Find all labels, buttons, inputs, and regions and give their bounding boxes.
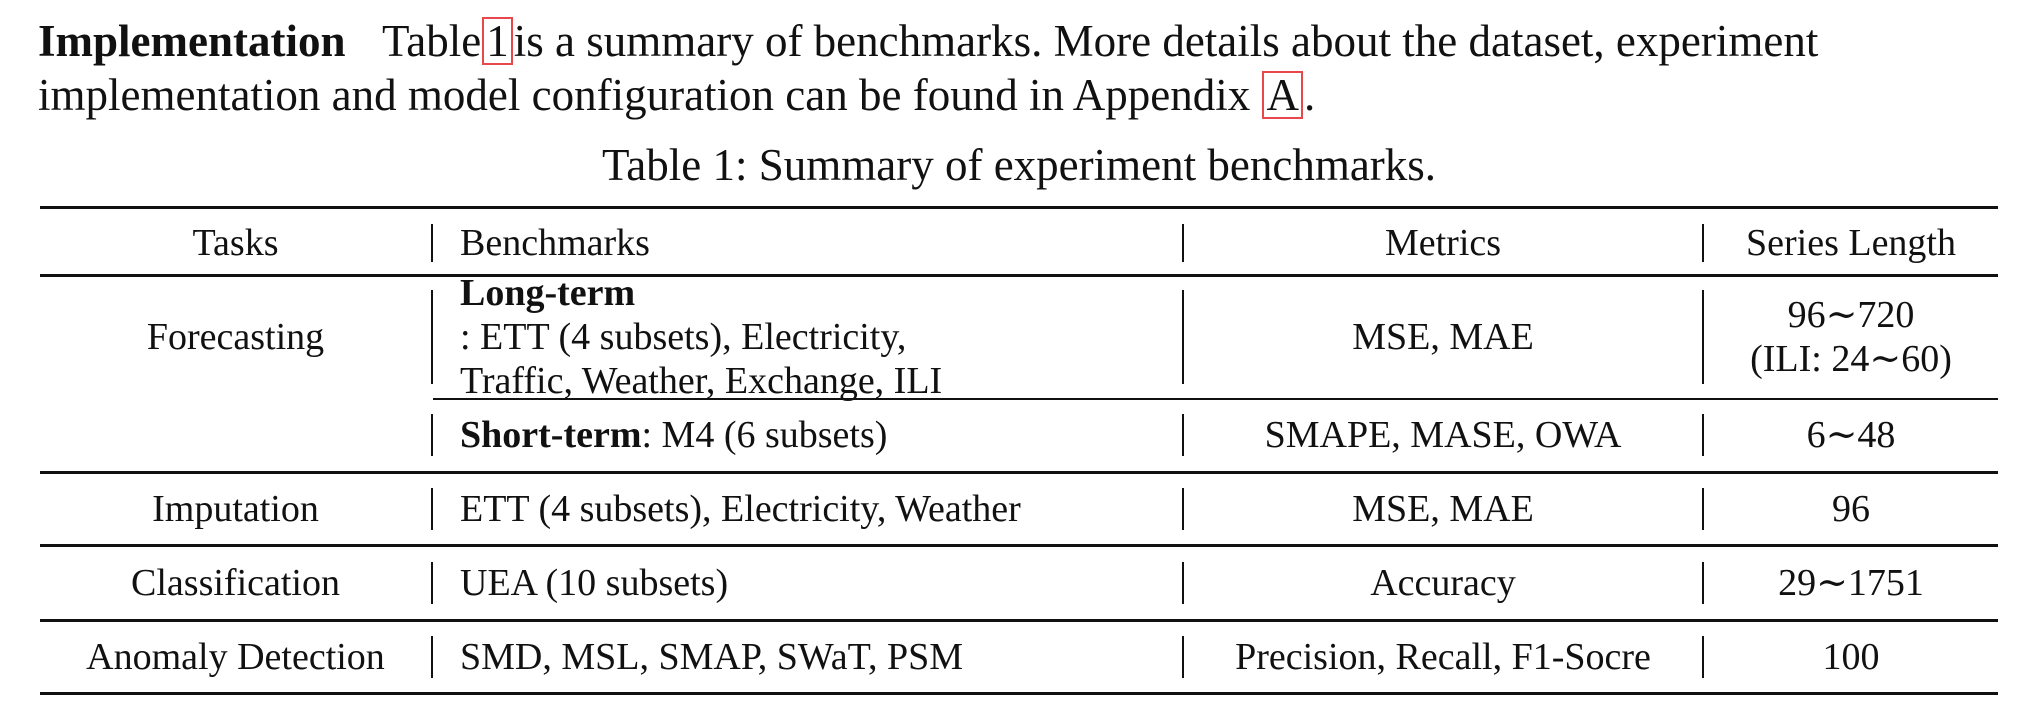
col-separator [1702,636,1704,678]
classification-metrics: Accuracy [1370,562,1516,604]
col-separator [431,224,433,262]
long-term-label: Long-term [460,272,636,314]
short-term-bench-rest: : M4 (6 subsets) [641,414,888,456]
implementation-paragraph: Implementation Table 1 is a summary of ben… [38,14,2004,122]
long-term-line1: Long-term: ETT (4 subsets), Electricity, [460,271,906,359]
col-separator [1182,224,1184,262]
task-anomaly-detection: Anomaly Detection [86,636,385,678]
header-tasks: Tasks [192,222,279,264]
col-separator [431,290,433,384]
task-forecasting: Forecasting [146,316,325,358]
col-separator [1182,488,1184,530]
classification-length: 29∼1751 [1778,562,1924,604]
col-separator [1702,562,1704,604]
col-separator [1182,414,1184,456]
long-term-length: 96∼720 (ILI: 24∼60) [1704,282,1998,392]
col-separator [1702,414,1704,456]
col-separator [1702,224,1704,262]
task-classification: Classification [131,562,340,604]
forecasting-split-rule [433,398,1998,400]
col-separator [431,414,433,456]
col-separator [1702,488,1704,530]
top-rule [40,206,1998,209]
paragraph-text-3: . [1303,70,1316,120]
imputation-bottom-rule [40,544,1998,547]
long-term-bench-2: Traffic, Weather, Exchange, ILI [460,360,943,402]
col-separator [1182,636,1184,678]
header-series-length: Series Length [1745,222,1956,264]
col-separator [1702,290,1704,384]
forecasting-bottom-rule [40,471,1998,474]
classification-bench: UEA (10 subsets) [460,562,729,604]
short-term-length: 6∼48 [1806,414,1896,456]
table-row: Long-term: ETT (4 subsets), Electricity,… [460,272,1175,402]
col-separator [431,488,433,530]
long-term-bench-1: : ETT (4 subsets), Electricity, [460,316,907,358]
col-separator [431,562,433,604]
short-term-metrics: SMAPE, MASE, OWA [1264,414,1622,456]
header-metrics: Metrics [1384,222,1502,264]
short-term-bench: Short-term: M4 (6 subsets) [460,410,1175,460]
imputation-length: 96 [1832,488,1870,530]
appendix-reference-link[interactable]: A [1262,71,1303,119]
col-separator [1182,290,1184,384]
long-term-length-1: 96∼720 [1787,294,1915,336]
header-benchmarks: Benchmarks [460,222,650,264]
short-term-label: Short-term [460,414,642,456]
long-term-length-2: (ILI: 24∼60) [1750,338,1952,380]
header-rule [40,274,1998,277]
col-separator [431,636,433,678]
anomaly-length: 100 [1822,636,1880,678]
paragraph-heading: Implementation [38,16,346,66]
paragraph-text-2: is a summary of benchmarks. More details… [38,16,1819,120]
col-separator [1182,562,1184,604]
table-caption: Table 1: Summary of experiment benchmark… [601,140,1437,190]
task-imputation: Imputation [152,488,319,530]
anomaly-metrics: Precision, Recall, F1-Socre [1235,636,1651,678]
imputation-metrics: MSE, MAE [1352,488,1534,530]
imputation-bench: ETT (4 subsets), Electricity, Weather [460,488,1021,530]
long-term-metrics: MSE, MAE [1352,316,1534,358]
classification-bottom-rule [40,619,1998,622]
bottom-rule [40,692,1998,695]
paragraph-text-1: Table [381,16,482,66]
table-reference-link[interactable]: 1 [482,17,513,65]
anomaly-bench: SMD, MSL, SMAP, SWaT, PSM [460,636,964,678]
